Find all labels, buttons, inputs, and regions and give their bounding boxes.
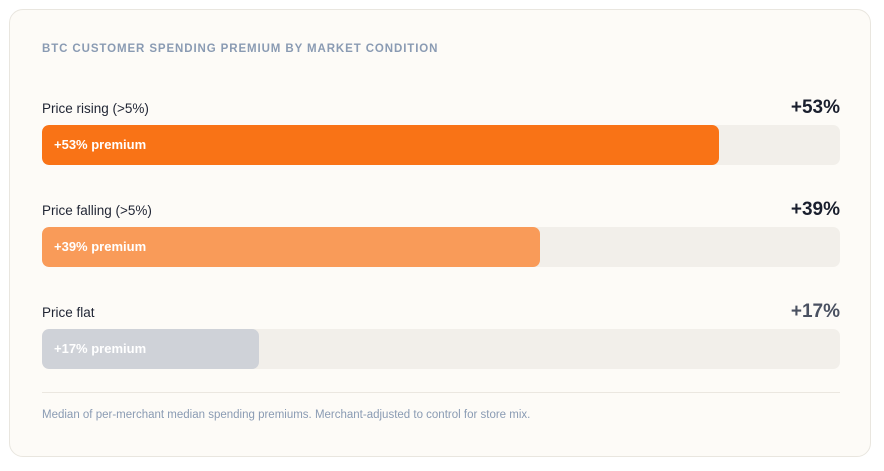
bar-row: Price flat +17% +17% premium xyxy=(42,301,840,369)
bar-track: +53% premium xyxy=(42,125,840,165)
bar-fill: +17% premium xyxy=(42,329,259,369)
bar-label: +17% premium xyxy=(54,341,147,356)
category-label: Price rising (>5%) xyxy=(42,101,149,116)
bar-track: +17% premium xyxy=(42,329,840,369)
bar-row: Price falling (>5%) +39% +39% premium xyxy=(42,199,840,267)
footnote-divider xyxy=(42,392,840,393)
category-label: Price falling (>5%) xyxy=(42,203,152,218)
chart-card: BTC CUSTOMER SPENDING PREMIUM BY MARKET … xyxy=(9,9,871,457)
bar-row: Price rising (>5%) +53% +53% premium xyxy=(42,97,840,165)
chart-title: BTC CUSTOMER SPENDING PREMIUM BY MARKET … xyxy=(42,43,439,55)
bar-fill: +53% premium xyxy=(42,125,719,165)
value-label: +53% xyxy=(790,97,840,118)
value-label: +39% xyxy=(790,199,840,220)
value-label: +17% xyxy=(790,301,840,322)
chart-footnote: Median of per-merchant median spending p… xyxy=(42,409,531,421)
bar-track: +39% premium xyxy=(42,227,840,267)
bar-fill: +39% premium xyxy=(42,227,540,267)
bar-label: +53% premium xyxy=(54,137,147,152)
bar-label: +39% premium xyxy=(54,239,147,254)
category-label: Price flat xyxy=(42,305,95,320)
